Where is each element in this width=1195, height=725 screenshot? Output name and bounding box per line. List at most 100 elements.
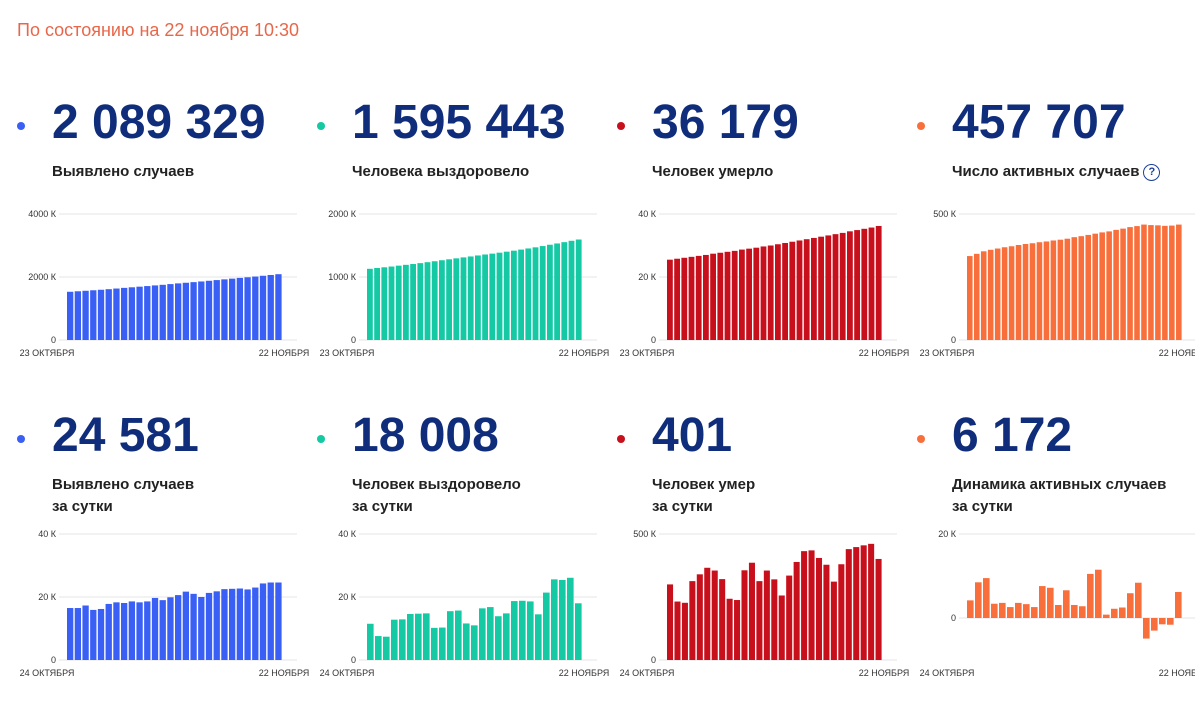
stat-label: Человек выздоровело за сутки [352,474,521,518]
bar [535,614,542,660]
stat-value: 2 089 329 [52,96,266,149]
bar [1008,246,1015,340]
x-tick-label-end: 22 НОЯБРЯ [259,348,310,358]
bar [1127,227,1133,340]
stat-card-deaths-daily: 401 Человек умер за сутки 0 500 К 24 ОКТЯБРЯ 2… [617,408,909,708]
bar [832,234,839,340]
stat-card-recovered-total: 1 595 443 Человека выздоровело 0 1000 К 2000… [317,95,610,395]
stat-label-line2: за сутки [652,498,713,515]
bar [868,227,875,340]
stat-value: 36 179 [652,96,799,149]
x-tick-label-end: 22 НОЯБРЯ [559,668,610,678]
stat-card-detected-total: 2 089 329 Выявлено случаев 0 2000 К 4000 К 23… [17,95,309,395]
bar [128,287,136,340]
bar [543,592,550,660]
bar [252,276,259,340]
bar [1057,239,1064,340]
bar [818,236,824,340]
bar [144,601,151,660]
bar [1015,602,1022,618]
bar [403,264,409,340]
bar [551,579,558,660]
bar [803,239,810,340]
bar [796,240,803,340]
stat-card-active-daily: 6 172 Динамика активных случаев за сутки 0 2… [917,408,1195,708]
bar [1148,225,1154,340]
bar [159,600,166,660]
bar [559,579,566,660]
bar [82,290,89,340]
stat-label: Человека выздоровело [352,161,529,183]
bar [830,581,837,660]
legend-dot [617,435,625,443]
stat-label-line2: за сутки [52,498,113,515]
x-tick-label-end: 22 НОЯБРЯ [859,668,910,678]
bar [1071,604,1078,618]
bar [793,561,800,660]
bar [789,241,796,340]
bar [674,258,680,340]
bar-chart-active-daily: 0 20 К 24 ОКТЯБРЯ 22 НОЯБРЯ [920,529,1195,678]
bar [1023,604,1030,618]
legend-dot [317,122,325,130]
bar [868,543,875,660]
bar [439,627,446,660]
stat-label-line1: Человека выздоровело [352,163,530,180]
bar [151,285,159,340]
bar [710,253,716,340]
stat-label: Человек умерло [652,161,773,183]
bar [547,244,553,340]
bar-chart-detected-daily: 0 20 К 40 К 24 ОКТЯБРЯ 22 НОЯБРЯ [20,529,310,678]
bar [1176,224,1182,340]
bar [121,287,128,340]
bar [455,610,462,660]
bar-chart-recovered-total: 0 1000 К 2000 К 23 ОКТЯБРЯ 22 НОЯБРЯ [320,209,610,358]
bar [221,279,228,340]
bar [719,579,726,660]
bar [568,240,575,340]
bar [731,250,738,340]
bar [994,248,1001,340]
stat-label: Динамика активных случаев за сутки [952,474,1166,518]
stat-label: Выявлено случаев за сутки [52,474,194,518]
bar [839,232,846,340]
bar [463,623,470,660]
bar [213,280,220,340]
y-tick-label: 20 К [938,529,957,539]
help-icon[interactable]: ? [1143,163,1161,181]
bar [97,608,105,660]
x-tick-label-end: 22 НОЯБРЯ [559,348,610,358]
bar [778,595,785,660]
bar [213,591,220,660]
bar-chart-recovered-daily: 0 20 К 40 К 24 ОКТЯБРЯ 22 НОЯБРЯ [320,529,610,678]
bar [374,267,380,340]
bar [399,619,406,660]
bar [1141,224,1147,340]
bar [503,613,510,660]
bar [367,268,373,340]
bar [1162,225,1168,340]
bar [1119,607,1126,618]
bar [975,582,982,618]
bar [190,593,197,660]
stat-value: 401 [652,409,733,462]
stat-label-line1: Динамика активных случаев [952,476,1167,493]
bar [1043,241,1050,340]
bar [475,255,481,340]
bar [847,231,853,340]
bar [74,291,82,340]
stat-label-line1: Человек умерло [652,163,774,180]
bar [695,255,702,340]
legend-dot [617,122,625,130]
bar [424,262,431,340]
bar [1047,587,1054,618]
bar [726,598,733,660]
bar [136,286,143,340]
bar [105,603,112,660]
stat-label-line1: Выявлено случаев [52,476,195,493]
bar [105,289,112,340]
bar [511,601,518,660]
y-tick-label: 4000 К [28,209,57,219]
bar-chart-deaths-total: 0 20 К 40 К 23 ОКТЯБРЯ 22 НОЯБРЯ [620,209,910,358]
y-tick-label: 0 [51,655,56,665]
